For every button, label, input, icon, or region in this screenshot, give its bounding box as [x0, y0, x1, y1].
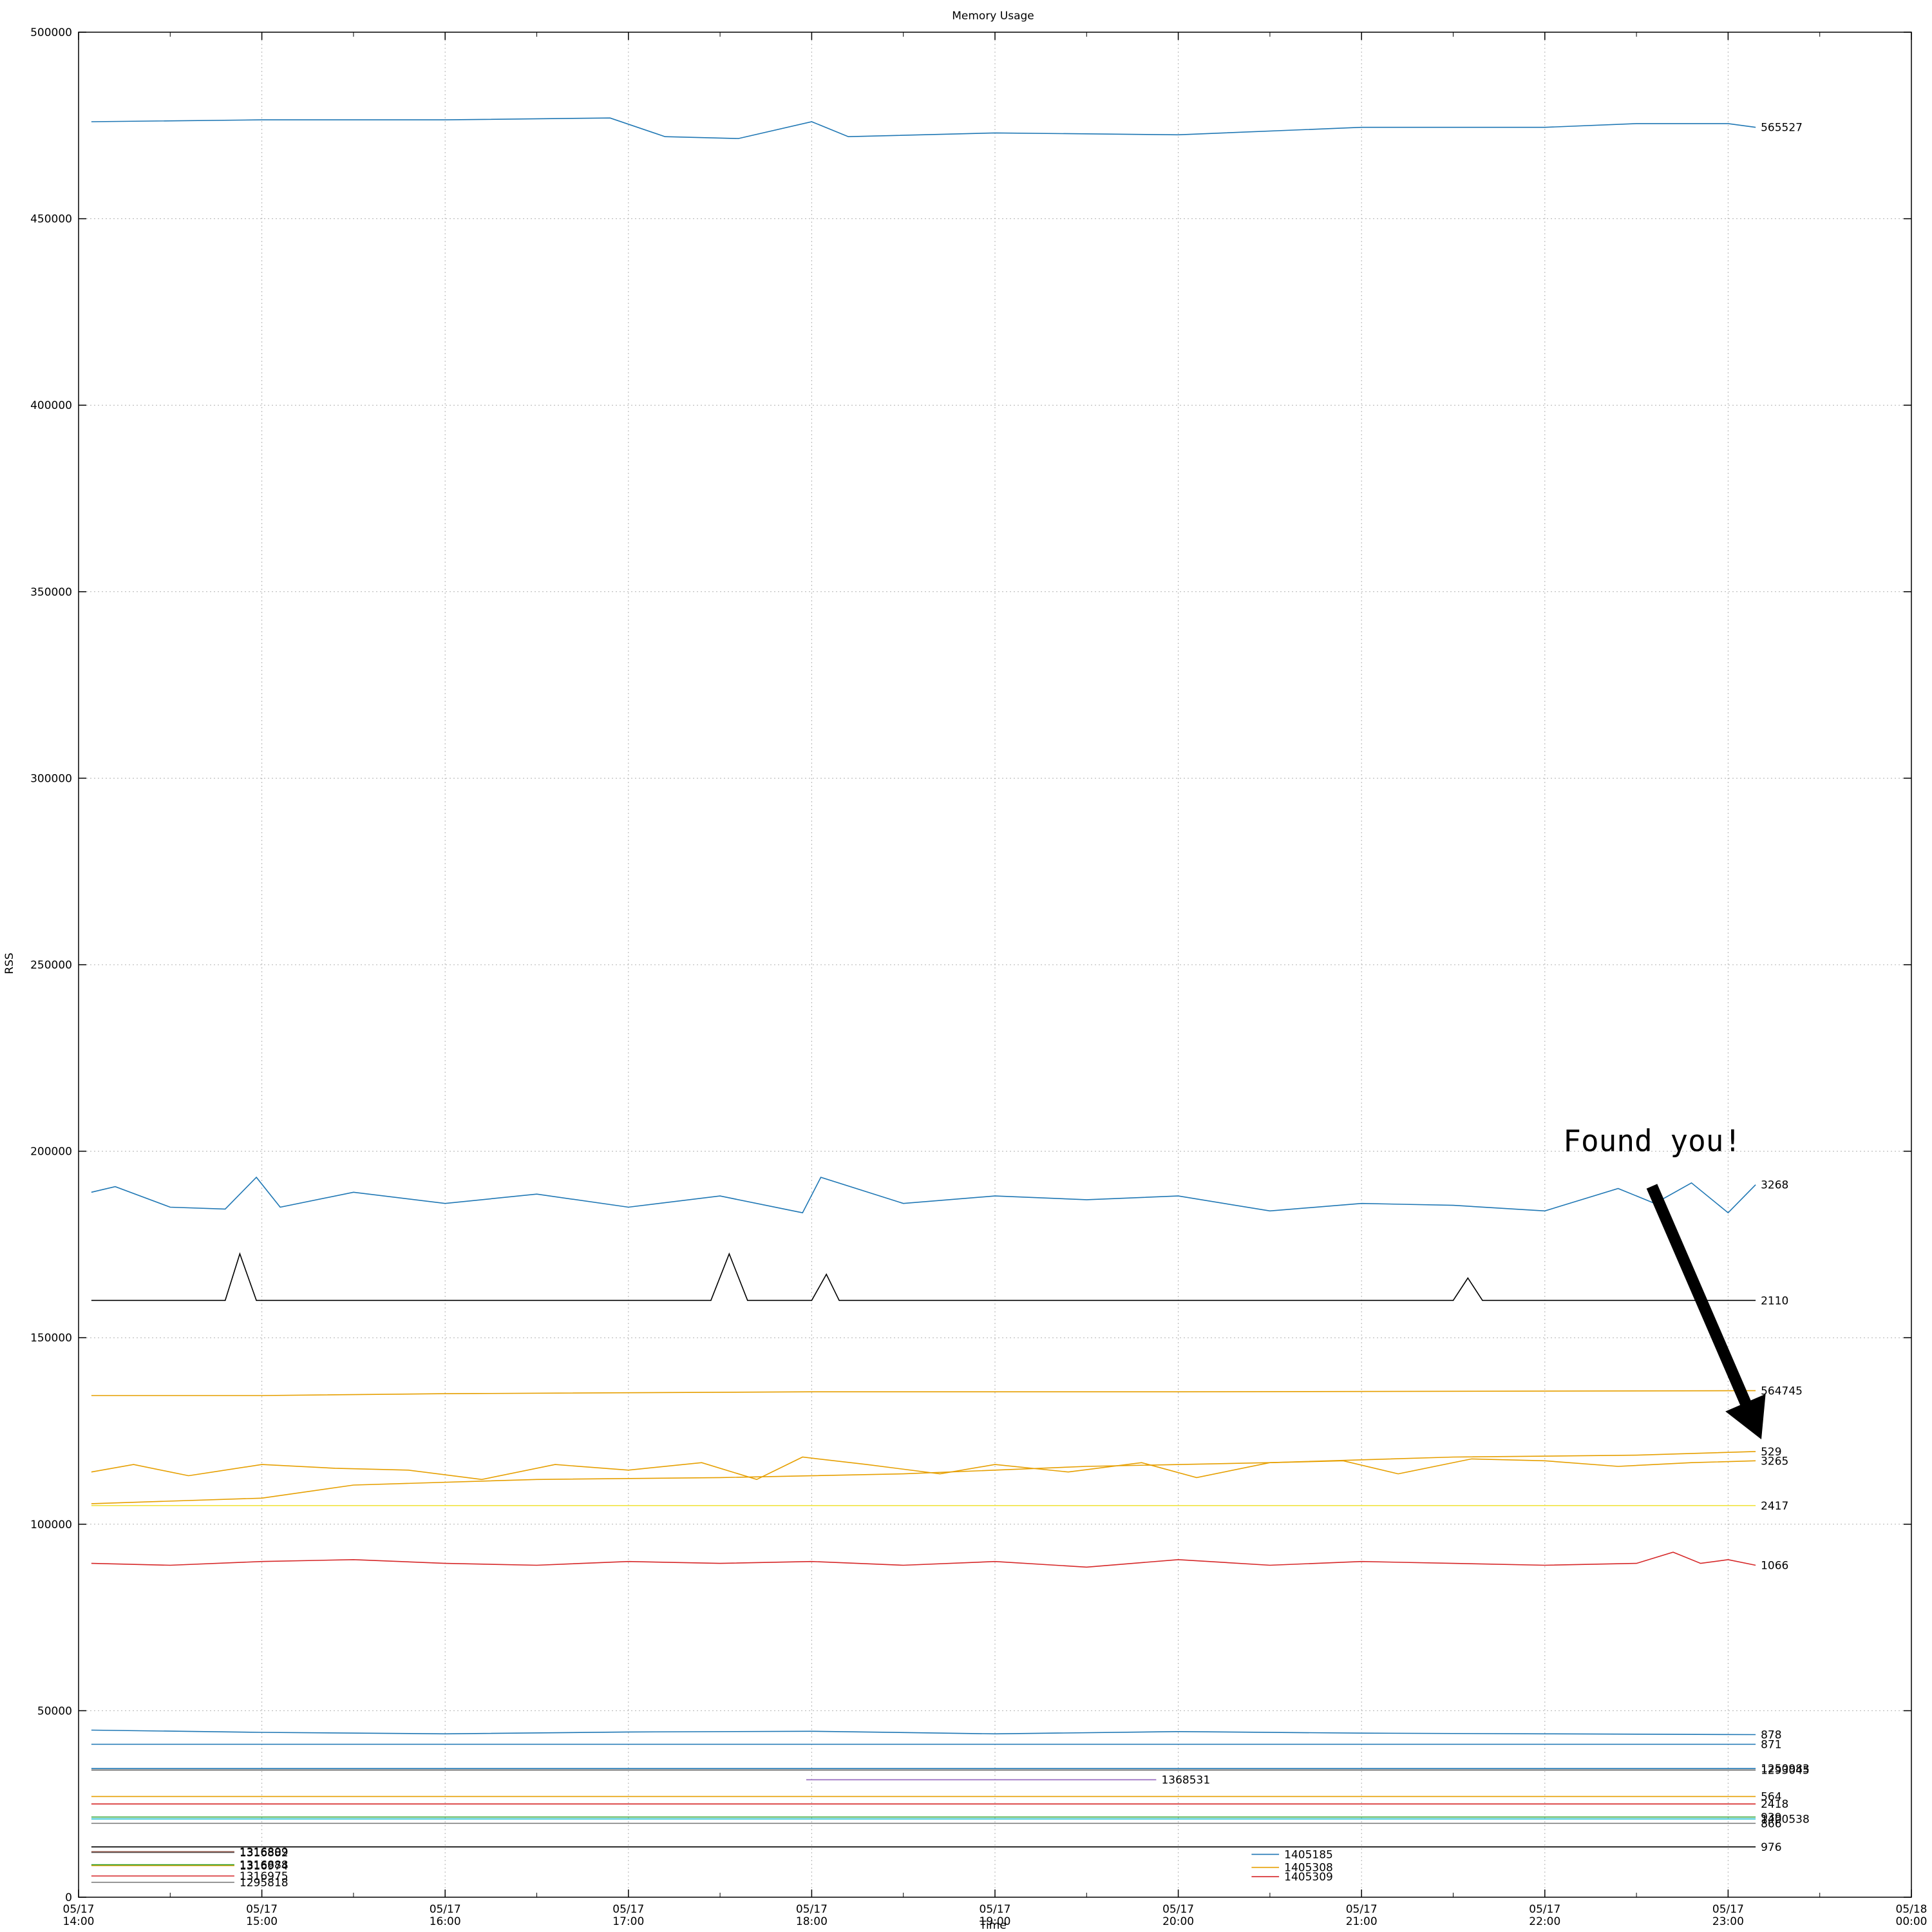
x-tick-label-date: 05/17 [612, 1903, 644, 1916]
found-you-annotation: Found you! [1563, 1124, 1741, 1159]
series-label-564: 564 [1761, 1791, 1781, 1804]
series-label-939: 939 [1761, 1811, 1781, 1824]
series-label-866: 866 [1761, 1817, 1781, 1830]
series-label-1293045: 1293045 [1761, 1764, 1810, 1777]
series-label-1316809: 1316809 [240, 1846, 289, 1859]
chart-title: Memory Usage [952, 10, 1034, 23]
x-tick-label-time: 17:00 [612, 1915, 644, 1928]
y-tick-label: 50000 [37, 1705, 72, 1718]
series-label-1316882: 1316882 [240, 1846, 289, 1859]
annotation-layer: Found you! [1563, 1124, 1766, 1439]
x-tick-label-date: 05/17 [430, 1903, 461, 1916]
x-tick-label-time: 14:00 [63, 1915, 95, 1928]
series-label-2110: 2110 [1761, 1294, 1788, 1307]
x-axis-label: Time [979, 1919, 1007, 1932]
x-tick-label-date: 05/17 [796, 1903, 828, 1916]
x-tick-label-time: 15:00 [246, 1915, 278, 1928]
series-label-1316975: 1316975 [240, 1870, 289, 1883]
series-label-529: 529 [1761, 1446, 1781, 1459]
grid-layer [79, 32, 1911, 1897]
x-tick-label-date: 05/17 [63, 1903, 95, 1916]
series-label-565527: 565527 [1761, 122, 1803, 135]
x-tick-label-date: 05/18 [1896, 1903, 1927, 1916]
series-line-564745 [91, 1390, 1756, 1396]
series-label-1316888: 1316888 [240, 1859, 289, 1872]
series-label-976: 976 [1761, 1841, 1781, 1854]
y-tick-label: 250000 [30, 959, 72, 972]
x-tick-label-time: 22:00 [1529, 1915, 1560, 1928]
y-tick-label: 450000 [30, 213, 72, 226]
series-label-3265: 3265 [1761, 1455, 1788, 1468]
y-tick-label: 500000 [30, 26, 72, 39]
series-label-1316974: 1316974 [240, 1860, 289, 1873]
x-tick-label-date: 05/17 [1346, 1903, 1378, 1916]
x-tick-label-date: 05/17 [1712, 1903, 1744, 1916]
x-tick-label-time: 23:00 [1712, 1915, 1744, 1928]
y-tick-label: 100000 [30, 1519, 72, 1531]
x-tick-label-time: 21:00 [1346, 1915, 1378, 1928]
series-line-1066 [91, 1551, 1756, 1568]
x-tick-label-date: 05/17 [1162, 1903, 1194, 1916]
series-label-1066: 1066 [1761, 1560, 1788, 1573]
x-tick-label-date: 05/17 [246, 1903, 278, 1916]
series-label-2418: 2418 [1761, 1798, 1788, 1811]
series-line-3268 [91, 1176, 1756, 1214]
series-label-871: 871 [1761, 1739, 1781, 1752]
y-tick-label: 0 [65, 1891, 72, 1904]
series-line-3265 [91, 1456, 1756, 1481]
x-tick-label-time: 18:00 [796, 1915, 828, 1928]
y-tick-label: 400000 [30, 399, 72, 412]
series-label-1295818: 1295818 [240, 1877, 289, 1889]
y-tick-label: 300000 [30, 772, 72, 785]
x-tick-label-date: 05/17 [980, 1903, 1011, 1916]
series-label-878: 878 [1761, 1728, 1781, 1741]
x-tick-label-time: 19:00 [980, 1915, 1011, 1928]
y-tick-label: 150000 [30, 1332, 72, 1345]
x-tick-label-time: 16:00 [430, 1915, 461, 1928]
series-line-878 [91, 1729, 1756, 1736]
series-label-1368531: 1368531 [1161, 1774, 1210, 1787]
series-label-1405185: 1405185 [1284, 1848, 1333, 1861]
series-label-1250983: 1250983 [1761, 1763, 1810, 1776]
series-label-1405309: 1405309 [1284, 1871, 1333, 1884]
x-tick-label-time: 00:00 [1896, 1915, 1927, 1928]
series-label-564745: 564745 [1761, 1385, 1803, 1397]
x-tick-label-time: 20:00 [1162, 1915, 1194, 1928]
series-line-529 [91, 1451, 1756, 1504]
annotation-arrow-icon [1646, 1184, 1766, 1439]
series-label-2417: 2417 [1761, 1500, 1788, 1513]
axis-layer: 0 50000 100000 150000 200000 250000 300000 3500… [30, 26, 1927, 1928]
series-label-3268: 3268 [1761, 1179, 1788, 1192]
series-label-1405308: 1405308 [1284, 1862, 1333, 1875]
series-layer [91, 117, 1756, 1883]
series-line-565527 [91, 117, 1756, 139]
x-tick-label-date: 05/17 [1529, 1903, 1560, 1916]
series-line-2110 [91, 1252, 1756, 1302]
y-tick-label: 200000 [30, 1146, 72, 1159]
y-axis-label: RSS [3, 952, 16, 974]
y-tick-label: 350000 [30, 586, 72, 599]
series-label-1400538: 1400538 [1761, 1813, 1810, 1826]
